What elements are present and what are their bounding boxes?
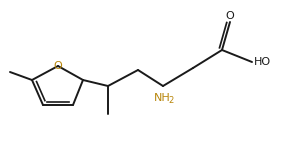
Text: O: O (54, 61, 62, 71)
Text: 2: 2 (168, 96, 174, 105)
Text: HO: HO (254, 57, 271, 67)
Text: NH: NH (154, 93, 171, 103)
Text: O: O (225, 11, 234, 21)
